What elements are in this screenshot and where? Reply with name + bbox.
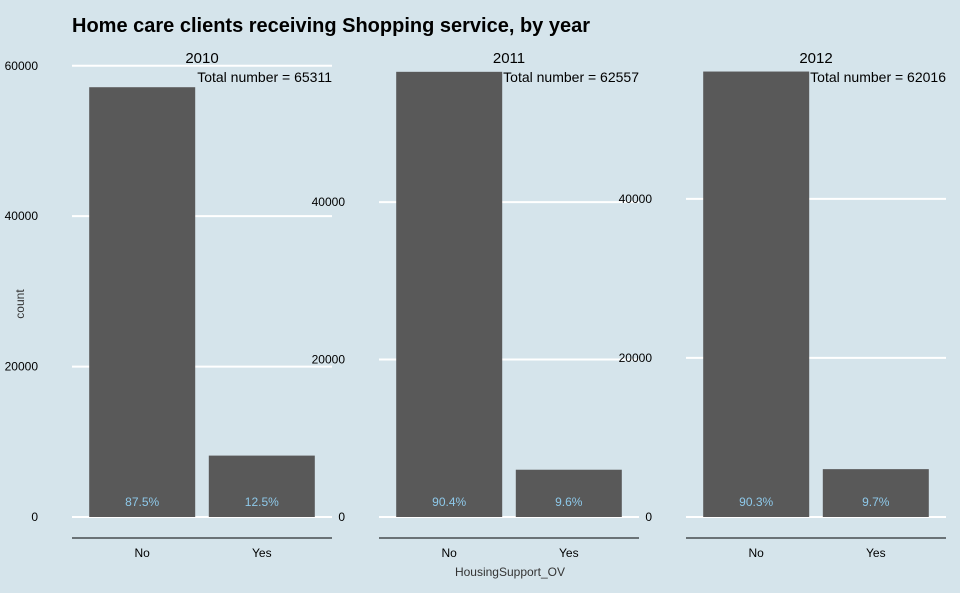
percent-label: 90.4% — [432, 495, 466, 509]
percent-label: 9.7% — [862, 495, 890, 509]
facet-panels: 0 20000 40000 60000 2010 87.5% No 12.5% Yes Total… — [5, 50, 947, 560]
total-number-annotation: Total number = 62557 — [503, 69, 639, 85]
percent-label: 87.5% — [125, 495, 159, 509]
x-tick-label: No — [135, 546, 151, 560]
bar-no — [89, 87, 196, 518]
chart-title: Home care clients receiving Shopping ser… — [72, 15, 590, 37]
x-tick-label: Yes — [866, 546, 886, 560]
percent-label: 12.5% — [245, 495, 279, 509]
y-tick-label: 20000 — [312, 353, 346, 367]
bar-no — [703, 71, 810, 517]
percent-label: 9.6% — [555, 495, 583, 509]
y-tick-label: 20000 — [5, 360, 39, 374]
percent-label: 90.3% — [739, 495, 773, 509]
x-tick-label: Yes — [252, 546, 272, 560]
bar-no — [396, 71, 503, 517]
y-axis-title: count — [13, 289, 27, 319]
y-tick-label: 40000 — [312, 195, 346, 209]
y-tick-label: 20000 — [619, 351, 653, 365]
x-tick-label: Yes — [559, 546, 579, 560]
y-tick-label: 60000 — [5, 59, 39, 73]
y-tick-label: 0 — [338, 510, 345, 524]
facet-year-label: 2010 — [185, 50, 218, 67]
bar-yes — [515, 469, 622, 517]
total-number-annotation: Total number = 65311 — [197, 69, 332, 85]
facet-year-label: 2012 — [799, 50, 832, 67]
y-tick-label: 0 — [31, 510, 38, 524]
facet-year-label: 2011 — [493, 50, 525, 67]
x-tick-label: No — [749, 546, 765, 560]
bar-yes — [822, 469, 929, 517]
x-tick-label: No — [442, 546, 458, 560]
y-tick-label: 40000 — [619, 192, 653, 206]
bar-yes — [208, 455, 315, 517]
total-number-annotation: Total number = 62016 — [810, 69, 946, 85]
y-tick-label: 0 — [645, 510, 652, 524]
y-tick-label: 40000 — [5, 209, 39, 223]
x-axis-title: HousingSupport_OV — [455, 565, 565, 579]
